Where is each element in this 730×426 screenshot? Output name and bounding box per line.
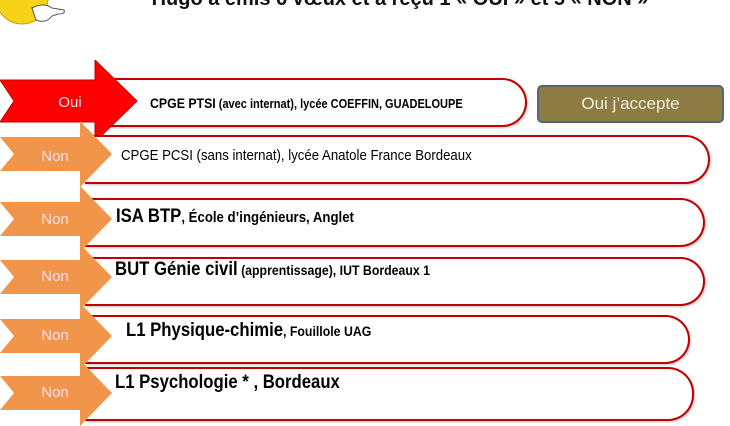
wish-detail: , Fouillole UAG — [283, 323, 372, 339]
status-label: Non — [41, 268, 69, 285]
status-label: Non — [41, 384, 69, 401]
wish-main: L1 Physique-chimie — [126, 320, 284, 341]
wish-text: CPGE PTSI (avec internat), lycée COEFFIN… — [150, 95, 463, 111]
wish-main: CPGE PCSI — [121, 147, 193, 164]
wish-box-1 — [100, 78, 527, 127]
wish-text: L1 Psychologie * , Bordeaux — [115, 372, 340, 394]
wish-detail: (avec internat), lycée COEFFIN, GUADELOU… — [215, 97, 463, 111]
wish-text: ISA BTP, École d’ingénieurs, Anglet — [116, 206, 354, 228]
wish-box-4 — [85, 257, 705, 306]
non-arrow-icon — [0, 121, 115, 187]
accept-button[interactable]: Oui j’accepte — [537, 85, 724, 123]
oui-arrow-icon — [0, 60, 140, 142]
wish-text: CPGE PCSI (sans internat), lycée Anatole… — [121, 147, 472, 164]
wish-main: CPGE PTSI — [150, 95, 216, 111]
wish-box-5 — [85, 315, 690, 364]
non-arrow-icon — [0, 244, 115, 310]
wish-detail: (sans internat), lycée Anatole France Bo… — [192, 147, 472, 164]
wish-main: BUT Génie civil — [115, 259, 238, 280]
smiley-pointing-icon — [0, 0, 72, 43]
non-arrow-icon — [0, 303, 115, 369]
wish-detail: (apprentissage), IUT Bordeaux 1 — [237, 262, 431, 278]
wish-box-2 — [85, 135, 710, 184]
wish-text: BUT Génie civil (apprentissage), IUT Bor… — [115, 259, 430, 281]
status-label: Oui — [58, 94, 82, 111]
wish-detail: , École d’ingénieurs, Anglet — [181, 209, 354, 226]
status-label: Non — [41, 211, 69, 228]
non-arrow-icon — [0, 186, 115, 252]
status-label: Non — [41, 148, 69, 165]
wish-text: L1 Physique-chimie, Fouillole UAG — [126, 320, 371, 342]
page-title: Hugo a émis 6 vœux et a reçu 1 « OUI » e… — [0, 0, 730, 11]
wish-main: L1 Psychologie * , Bordeaux — [115, 372, 340, 393]
wish-box-3 — [85, 198, 705, 247]
status-label: Non — [41, 327, 69, 344]
wish-main: ISA BTP — [116, 206, 182, 227]
